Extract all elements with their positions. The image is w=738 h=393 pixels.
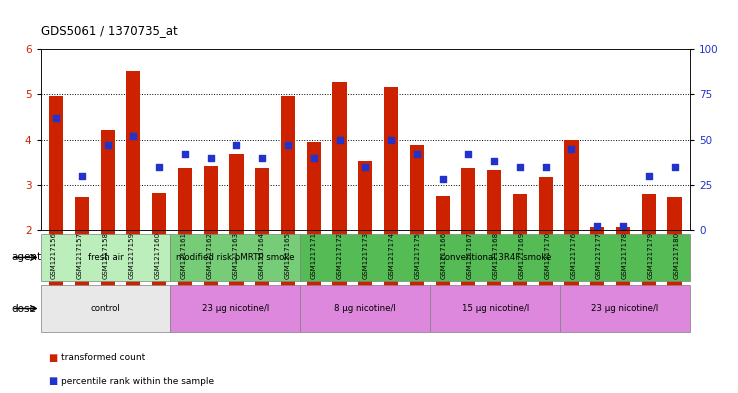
Text: GSM1217159: GSM1217159 bbox=[128, 232, 134, 279]
Text: GSM1217163: GSM1217163 bbox=[232, 232, 238, 279]
Bar bbox=[126, 71, 140, 320]
Bar bbox=[307, 142, 321, 320]
Text: GSM1217177: GSM1217177 bbox=[596, 232, 602, 279]
Text: GSM1217180: GSM1217180 bbox=[674, 232, 680, 279]
Bar bbox=[487, 170, 501, 320]
Text: GSM1217161: GSM1217161 bbox=[181, 232, 187, 279]
Text: GSM1217175: GSM1217175 bbox=[414, 232, 420, 279]
Text: GSM1217158: GSM1217158 bbox=[103, 232, 108, 279]
Bar bbox=[565, 140, 579, 320]
Bar bbox=[75, 197, 89, 320]
Bar bbox=[300, 285, 430, 332]
Bar bbox=[590, 227, 604, 320]
Bar bbox=[152, 193, 166, 320]
Point bbox=[643, 173, 655, 179]
Point bbox=[617, 223, 629, 230]
Text: GSM1217162: GSM1217162 bbox=[207, 232, 213, 279]
Point bbox=[489, 158, 500, 164]
Text: GSM1217170: GSM1217170 bbox=[544, 232, 550, 279]
Bar bbox=[178, 167, 192, 320]
Text: transformed count: transformed count bbox=[61, 353, 145, 362]
Bar bbox=[539, 176, 553, 320]
Text: 23 μg nicotine/l: 23 μg nicotine/l bbox=[201, 304, 269, 313]
Bar bbox=[204, 166, 218, 320]
Bar bbox=[642, 194, 656, 320]
Point bbox=[359, 163, 371, 170]
Text: GSM1217165: GSM1217165 bbox=[284, 232, 290, 279]
Bar bbox=[410, 145, 424, 320]
Bar bbox=[513, 194, 527, 320]
Text: 23 μg nicotine/l: 23 μg nicotine/l bbox=[591, 304, 659, 313]
Bar bbox=[358, 161, 373, 320]
Text: conventional 3R4F smoke: conventional 3R4F smoke bbox=[440, 253, 551, 262]
Text: GSM1217157: GSM1217157 bbox=[77, 232, 83, 279]
Text: GSM1217169: GSM1217169 bbox=[518, 232, 524, 279]
Point bbox=[230, 142, 242, 148]
Bar bbox=[435, 196, 449, 320]
Bar bbox=[230, 154, 244, 320]
Bar bbox=[560, 285, 690, 332]
Point bbox=[539, 163, 551, 170]
Text: 8 μg nicotine/l: 8 μg nicotine/l bbox=[334, 304, 396, 313]
Text: GSM1217173: GSM1217173 bbox=[362, 232, 368, 279]
Point bbox=[256, 154, 268, 161]
Text: GDS5061 / 1370735_at: GDS5061 / 1370735_at bbox=[41, 24, 177, 37]
Point bbox=[334, 136, 345, 143]
Point bbox=[437, 176, 449, 182]
Text: GSM1217168: GSM1217168 bbox=[492, 232, 498, 279]
Bar bbox=[300, 234, 690, 281]
Bar bbox=[616, 227, 630, 320]
Bar bbox=[170, 285, 300, 332]
Text: percentile rank within the sample: percentile rank within the sample bbox=[61, 377, 214, 386]
Text: GSM1217156: GSM1217156 bbox=[51, 232, 57, 279]
Text: GSM1217174: GSM1217174 bbox=[388, 232, 394, 279]
Point bbox=[385, 136, 397, 143]
Point bbox=[128, 133, 139, 139]
Point bbox=[669, 163, 680, 170]
Bar bbox=[49, 95, 63, 320]
Point bbox=[565, 145, 577, 152]
Bar bbox=[281, 95, 295, 320]
Bar bbox=[461, 167, 475, 320]
Point bbox=[76, 173, 88, 179]
Text: fresh air: fresh air bbox=[88, 253, 123, 262]
Text: GSM1217172: GSM1217172 bbox=[337, 232, 342, 279]
Point bbox=[204, 154, 216, 161]
Bar bbox=[332, 82, 347, 320]
Point bbox=[463, 151, 475, 157]
Bar bbox=[170, 234, 300, 281]
Text: control: control bbox=[91, 304, 120, 313]
Point bbox=[411, 151, 423, 157]
Text: GSM1217164: GSM1217164 bbox=[258, 232, 264, 279]
Text: dose: dose bbox=[11, 303, 36, 314]
Text: GSM1217160: GSM1217160 bbox=[154, 232, 160, 279]
Text: ■: ■ bbox=[48, 376, 58, 386]
Bar bbox=[255, 167, 269, 320]
Text: agent: agent bbox=[11, 252, 41, 263]
Bar bbox=[667, 197, 682, 320]
Point bbox=[514, 163, 526, 170]
Point bbox=[102, 142, 114, 148]
Text: GSM1217179: GSM1217179 bbox=[648, 232, 654, 279]
Point bbox=[154, 163, 165, 170]
Point bbox=[308, 154, 320, 161]
Text: ■: ■ bbox=[48, 353, 58, 363]
Text: 15 μg nicotine/l: 15 μg nicotine/l bbox=[461, 304, 529, 313]
Bar bbox=[384, 86, 399, 320]
Point bbox=[50, 115, 62, 121]
Point bbox=[282, 142, 294, 148]
Text: GSM1217178: GSM1217178 bbox=[622, 232, 628, 279]
Point bbox=[179, 151, 191, 157]
Text: GSM1217171: GSM1217171 bbox=[311, 232, 317, 279]
Bar bbox=[430, 285, 560, 332]
Point bbox=[591, 223, 603, 230]
Text: GSM1217167: GSM1217167 bbox=[466, 232, 472, 279]
Bar bbox=[41, 285, 170, 332]
Text: GSM1217166: GSM1217166 bbox=[441, 232, 446, 279]
Bar bbox=[100, 130, 114, 320]
Text: modified risk pMRTP smoke: modified risk pMRTP smoke bbox=[176, 253, 294, 262]
Text: GSM1217176: GSM1217176 bbox=[570, 232, 576, 279]
Bar bbox=[41, 234, 170, 281]
